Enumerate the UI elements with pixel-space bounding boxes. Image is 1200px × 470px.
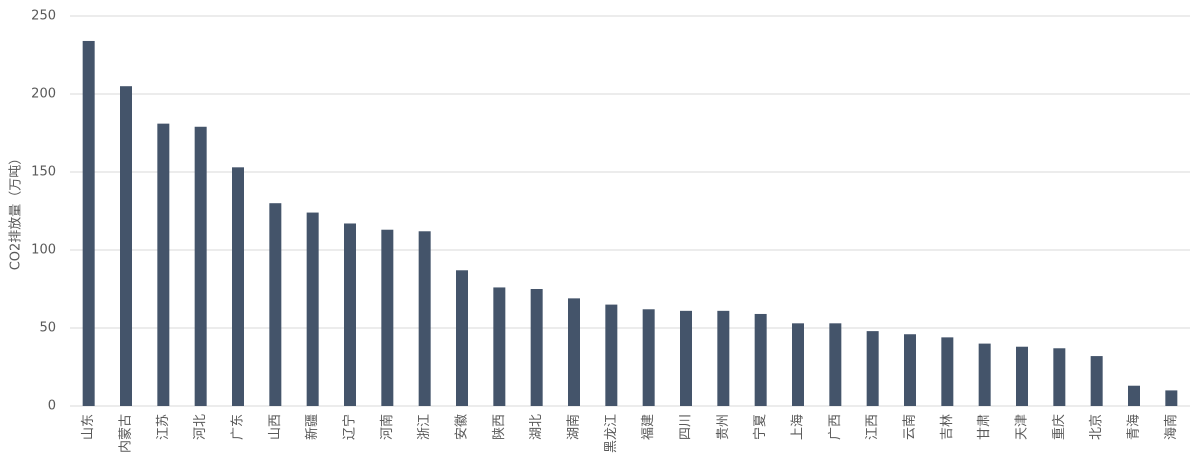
x-tick-label: 贵州	[716, 414, 731, 440]
bar	[344, 223, 356, 406]
x-tick-label: 新疆	[304, 414, 320, 440]
bar	[642, 309, 655, 406]
x-tick-label: 湖南	[566, 414, 582, 440]
bar	[568, 298, 580, 406]
x-tick-label: 四川	[679, 414, 694, 440]
bar	[605, 304, 618, 406]
x-tick-label: 海南	[1163, 414, 1179, 440]
bar	[306, 212, 319, 406]
x-tick-label: 江西	[865, 414, 880, 440]
bar	[904, 334, 916, 406]
bar	[1165, 390, 1178, 406]
bar	[1128, 385, 1140, 406]
x-tick-label: 黑龙江	[604, 414, 619, 453]
y-tick-label: 250	[31, 9, 56, 24]
x-tick-label: 重庆	[1051, 414, 1067, 440]
y-tick-label: 50	[39, 321, 56, 336]
x-tick-label: 甘肃	[977, 414, 992, 440]
bar	[717, 310, 730, 406]
x-tick-label: 吉林	[940, 414, 955, 440]
x-tick-label: 青海	[1127, 414, 1142, 440]
y-tick-label: 100	[31, 243, 56, 258]
x-tick-label: 辽宁	[342, 414, 358, 440]
bar	[232, 167, 244, 406]
bar	[941, 337, 954, 406]
bar	[530, 289, 543, 406]
bar	[120, 86, 132, 406]
bar	[493, 287, 506, 406]
x-tick-label: 天津	[1015, 414, 1030, 440]
bar	[269, 203, 282, 406]
x-tick-label: 河南	[379, 414, 395, 440]
x-tick-label: 宁夏	[752, 414, 768, 440]
bar	[792, 323, 804, 406]
bar	[194, 126, 207, 406]
bar	[680, 310, 692, 406]
bar	[1016, 346, 1028, 406]
x-tick-label: 山东	[81, 414, 96, 440]
bar	[456, 270, 468, 406]
x-tick-label: 安徽	[455, 414, 470, 440]
x-tick-label: 北京	[1089, 414, 1104, 440]
x-tick-label: 云南	[902, 414, 918, 440]
bar	[157, 123, 170, 406]
x-tick-label: 广西	[828, 414, 843, 440]
x-tick-label: 内蒙古	[118, 414, 134, 453]
bar	[866, 331, 879, 406]
x-tick-label: 福建	[641, 414, 656, 440]
x-tick-label: 广东	[231, 414, 246, 440]
x-tick-label: 湖北	[529, 414, 544, 440]
x-tick-label: 陕西	[492, 414, 507, 440]
x-tick-label: 山西	[268, 414, 283, 440]
y-tick-label: 0	[48, 399, 56, 414]
x-tick-label: 上海	[791, 414, 806, 440]
bar	[418, 231, 431, 406]
x-tick-label: 河北	[193, 414, 208, 440]
bar	[978, 343, 991, 406]
bar	[381, 229, 394, 406]
bar	[1053, 348, 1066, 406]
x-tick-label: 浙江	[417, 414, 432, 440]
bar	[829, 323, 842, 406]
bar	[754, 313, 767, 406]
y-tick-label: 150	[31, 165, 56, 180]
y-tick-label: 200	[31, 87, 56, 102]
y-axis-label: CO2排放量（万吨）	[9, 152, 24, 271]
bar	[82, 40, 95, 407]
x-tick-label: 江苏	[155, 414, 171, 440]
bar	[1090, 356, 1103, 406]
